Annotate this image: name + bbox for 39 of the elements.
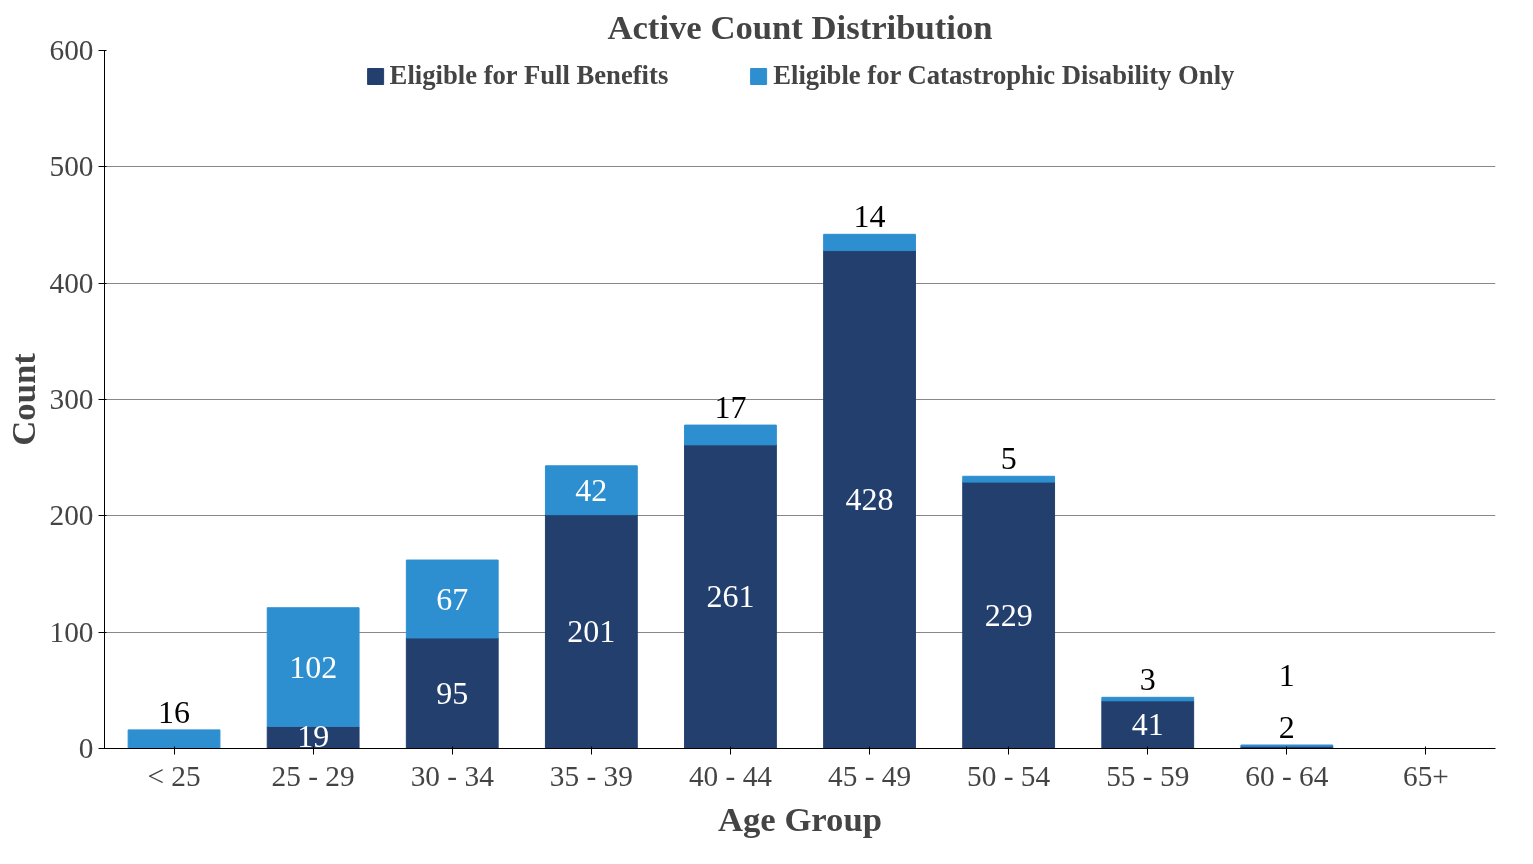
x-tick-label: 50 - 54 — [967, 759, 1051, 792]
x-tick-label: 55 - 59 — [1106, 759, 1190, 792]
x-tick-label: 35 - 39 — [549, 759, 633, 792]
data-label: 201 — [567, 613, 616, 650]
y-tick-label: 100 — [49, 615, 94, 648]
data-label: 5 — [1000, 440, 1017, 477]
data-label: 3 — [1139, 661, 1156, 698]
data-label: 19 — [297, 718, 330, 755]
data-label: 14 — [853, 198, 886, 235]
data-label: 261 — [706, 578, 755, 615]
y-tick-label: 600 — [49, 34, 94, 66]
x-axis-title: Age Group — [718, 799, 882, 838]
data-label: 41 — [1131, 706, 1164, 743]
data-label: 42 — [575, 471, 608, 508]
y-tick-label: 0 — [78, 732, 94, 764]
y-tick-label: 400 — [49, 266, 94, 299]
x-tick-label: 60 - 64 — [1245, 759, 1329, 792]
legend-label: Eligible for Catastrophic Disability Only — [773, 60, 1235, 91]
x-tick-label: 45 - 49 — [828, 759, 912, 792]
x-tick-label: 65+ — [1403, 759, 1449, 792]
x-tick-label: < 25 — [147, 759, 201, 792]
x-tick-label: 25 - 29 — [271, 759, 355, 792]
data-label: 67 — [436, 580, 469, 617]
data-label: 17 — [714, 389, 747, 426]
legend-label: Eligible for Full Benefits — [389, 60, 669, 91]
y-tick-label: 200 — [49, 499, 94, 532]
x-tick-label: 40 - 44 — [688, 759, 773, 792]
x-tick-label: 30 - 34 — [410, 759, 495, 792]
data-label: 16 — [158, 693, 191, 730]
chart-title: Active Count Distribution — [607, 7, 993, 46]
data-label: 1 — [1278, 656, 1295, 693]
y-axis-title: Count — [3, 352, 42, 446]
data-label: 428 — [845, 481, 894, 518]
y-tick-label: 500 — [49, 150, 94, 183]
data-label: 102 — [289, 648, 338, 685]
data-label: 2 — [1278, 709, 1295, 746]
data-label: 95 — [436, 674, 469, 711]
data-label: 229 — [984, 596, 1033, 633]
y-tick-label: 300 — [49, 383, 94, 415]
